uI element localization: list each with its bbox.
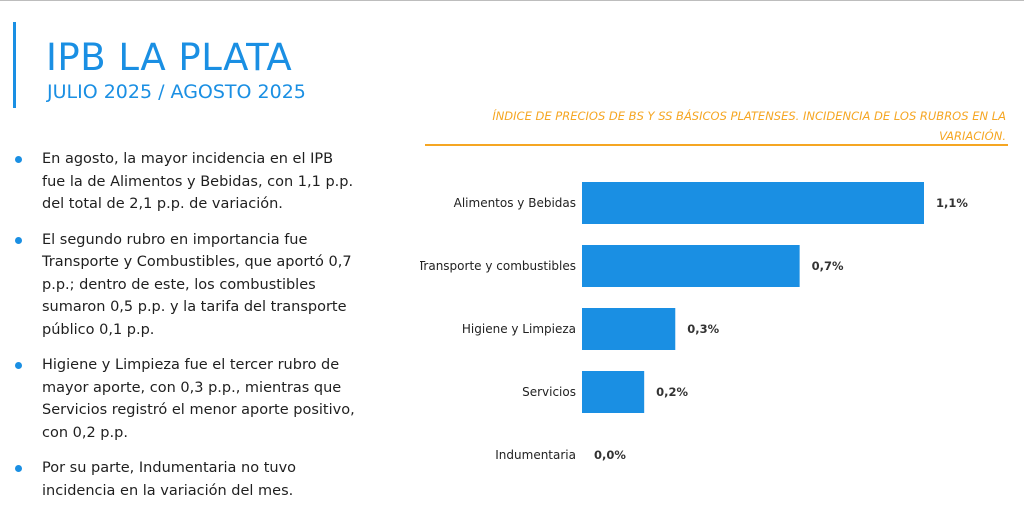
bullet-dot-icon <box>15 362 22 369</box>
page-subtitle: JULIO 2025 / AGOSTO 2025 <box>47 81 306 103</box>
bar <box>582 182 924 224</box>
bullet-dot-icon <box>15 465 22 472</box>
bullet-text: El segundo rubro en importancia fue Tran… <box>42 231 352 338</box>
bar <box>582 245 800 287</box>
category-label: Servicios <box>522 385 576 399</box>
value-label: 0,0% <box>594 448 626 462</box>
bullet-item: Por su parte, Indumentaria no tuvo incid… <box>15 457 360 502</box>
page-title: IPB LA PLATA <box>46 36 293 79</box>
bullet-text: Higiene y Limpieza fue el tercer rubro d… <box>42 357 355 441</box>
chart-title: ÍNDICE DE PRECIOS DE BS Y SS BÁSICOS PLA… <box>492 109 1006 143</box>
bullet-list: En agosto, la mayor incidencia en el IPB… <box>15 148 360 515</box>
bar <box>582 308 676 350</box>
value-label: 0,7% <box>812 259 844 273</box>
category-label: Higiene y Limpieza <box>462 322 576 336</box>
category-label: Transporte y combustibles <box>420 259 576 273</box>
chart-title-rule <box>425 144 1008 146</box>
bullet-text: En agosto, la mayor incidencia en el IPB… <box>42 151 354 212</box>
bullet-item: El segundo rubro en importancia fue Tran… <box>15 229 360 342</box>
value-label: 1,1% <box>936 196 968 210</box>
bar <box>582 371 645 413</box>
value-label: 0,2% <box>656 385 688 399</box>
bullet-item: Higiene y Limpieza fue el tercer rubro d… <box>15 354 360 444</box>
bullet-dot-icon <box>15 236 22 244</box>
bullet-text: Por su parte, Indumentaria no tuvo incid… <box>42 460 297 499</box>
bullet-dot-icon <box>15 156 22 163</box>
top-divider <box>0 0 1024 1</box>
value-label: 0,3% <box>687 322 719 336</box>
bullet-item: En agosto, la mayor incidencia en el IPB… <box>15 148 360 216</box>
category-label: Alimentos y Bebidas <box>454 196 576 210</box>
title-accent-bar <box>13 22 16 108</box>
category-label: Indumentaria <box>495 448 576 462</box>
bar-chart: Alimentos y Bebidas 1,1% Transporte y comb… <box>420 182 968 462</box>
